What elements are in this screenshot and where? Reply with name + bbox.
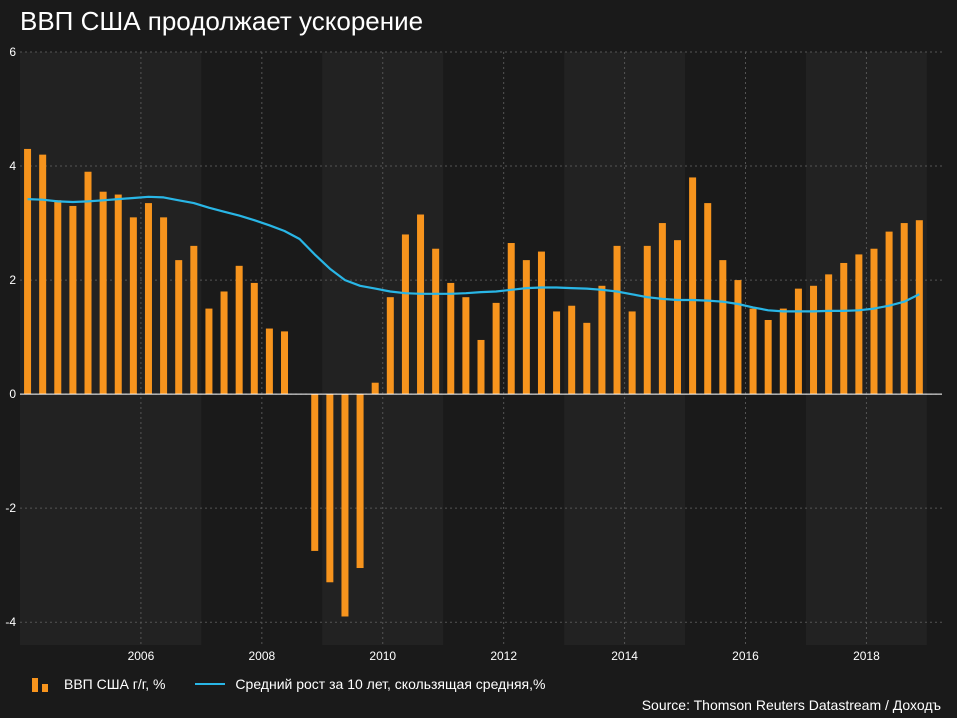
y-tick-label: -2 (5, 501, 16, 515)
gdp-bar (326, 394, 334, 583)
gdp-bar (673, 240, 681, 395)
legend-label-bars: ВВП США г/г, % (64, 676, 166, 692)
gdp-bar (643, 245, 651, 395)
x-tick-labels: 2006 2008 2010 2012 2014 2016 2018 (128, 649, 881, 663)
gdp-bar (54, 200, 62, 395)
gdp-bar (840, 262, 848, 395)
gdp-bar (356, 394, 364, 569)
gdp-bar (900, 223, 908, 395)
gdp-bar (99, 191, 107, 395)
y-tick-label: 2 (9, 273, 16, 287)
gdp-bar (794, 288, 802, 395)
gdp-bar (24, 148, 32, 395)
x-tick-label: 2010 (369, 649, 396, 663)
gdp-bar (507, 243, 515, 395)
line-legend-icon (195, 683, 226, 685)
gdp-bar (235, 265, 243, 395)
gdp-bar (855, 254, 863, 395)
moving-average-path (27, 195, 920, 313)
gdp-bar (69, 205, 77, 395)
x-tick-label: 2016 (732, 649, 759, 663)
gdp-bar (432, 248, 440, 395)
y-tick-label: -4 (5, 615, 16, 629)
gdp-bar (205, 308, 213, 395)
gdp-bar (719, 260, 727, 395)
x-tick-label: 2014 (611, 649, 638, 663)
gdp-bar (477, 339, 485, 395)
gdp-bar (779, 308, 787, 395)
gdp-bar (704, 203, 712, 395)
chart-title: ВВП США продолжает ускорение (20, 6, 424, 36)
gdp-bar (386, 297, 394, 395)
gdp-bar (915, 220, 923, 395)
gdp-bar (175, 260, 183, 395)
gdp-bar (825, 274, 833, 395)
gdp-bar (114, 194, 122, 395)
y-tick-labels: 6 4 2 0 -2 -4 (5, 45, 16, 629)
moving-average-line (27, 195, 920, 313)
bar-legend-icon (32, 676, 52, 692)
gdp-bars (24, 148, 923, 617)
gdp-bar (689, 177, 697, 395)
source-note: Source: Thomson Reuters Datastream / Дох… (641, 697, 941, 713)
x-tick-label: 2018 (853, 649, 880, 663)
gdp-bar (281, 331, 289, 395)
legend-label-line: Средний рост за 10 лет, скользящая средн… (235, 676, 546, 692)
gdp-bar (628, 311, 636, 395)
gdp-bar (84, 171, 92, 395)
gdp-bar (749, 308, 757, 395)
gdp-bar (250, 282, 258, 395)
gdp-bar (401, 234, 409, 395)
x-tick-label: 2008 (248, 649, 275, 663)
gdp-bar (613, 245, 621, 395)
gdp-bar (417, 214, 425, 395)
gdp-bar (129, 217, 137, 395)
gdp-bar (583, 322, 591, 395)
gdp-bar (160, 217, 168, 395)
x-tick-label: 2006 (128, 649, 155, 663)
gdp-bar (568, 305, 576, 395)
gdp-bar (598, 285, 606, 395)
gdp-bar (447, 282, 455, 395)
gdp-bar (764, 319, 772, 395)
gdp-bar (220, 291, 228, 395)
gridlines (20, 51, 942, 645)
gdp-bar (144, 203, 152, 395)
gdp-bar (311, 394, 319, 551)
legend-item-line: Средний рост за 10 лет, скользящая средн… (195, 676, 545, 692)
gdp-bar (371, 382, 379, 395)
gdp-bar (522, 260, 530, 395)
y-tick-label: 0 (9, 387, 16, 401)
gdp-bar (810, 285, 818, 395)
gdp-bar (870, 248, 878, 395)
gdp-bar (492, 302, 500, 395)
gdp-bar (462, 297, 470, 395)
legend-item-bars: ВВП США г/г, % (32, 676, 165, 692)
y-tick-label: 4 (9, 159, 16, 173)
gdp-bar (341, 394, 349, 617)
x-tick-label: 2012 (490, 649, 517, 663)
gdp-bar (553, 311, 561, 395)
gdp-bar (734, 280, 742, 395)
legend: ВВП США г/г, % Средний рост за 10 лет, с… (32, 674, 575, 694)
gdp-bar (658, 223, 666, 395)
gdp-bar (39, 154, 47, 395)
y-tick-label: 6 (9, 45, 16, 59)
gdp-bar (537, 251, 545, 395)
gdp-bar (190, 245, 198, 395)
gdp-bar (265, 328, 273, 395)
gdp-bar (885, 231, 893, 395)
